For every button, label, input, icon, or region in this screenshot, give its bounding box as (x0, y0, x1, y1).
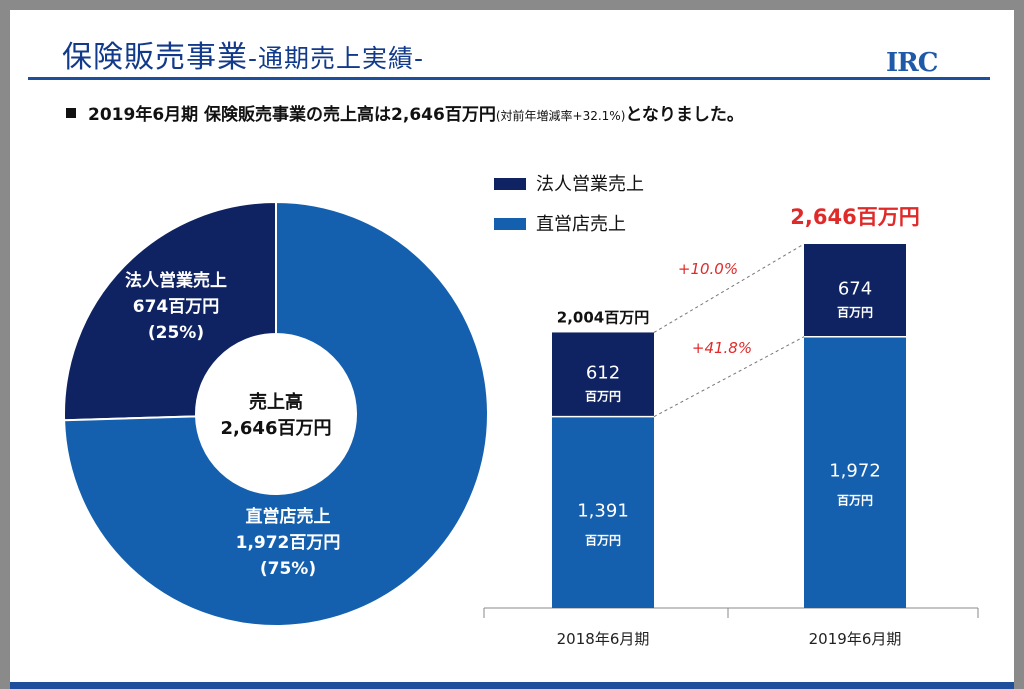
bar-value-label: 1,972 (829, 460, 881, 481)
growth-annotation: +41.8% (692, 339, 752, 357)
legend-swatch (494, 218, 526, 230)
summary-suffix: となりました。 (625, 105, 744, 125)
bar-corporate (804, 244, 906, 337)
bullet-square-icon (66, 108, 76, 118)
donut-slice (63, 200, 489, 627)
title-main: 保険販売事業 (62, 40, 248, 75)
legend-swatch (494, 178, 526, 190)
donut-slice-label: 1,972百万円 (236, 533, 341, 553)
donut-slice-label: (25%) (148, 323, 204, 343)
page-title: 保険販売事業-通期売上実績- (62, 32, 424, 76)
growth-connector (653, 243, 805, 333)
stacked-bar-chart: 612 百万円 1,391 百万円 2018年6月期 674 百万円 1,972 百万円 2019… (483, 174, 979, 648)
bar-total-label: 2,646百万円 (790, 205, 919, 229)
summary-note: (対前年増減率+32.1%) (495, 109, 626, 123)
bar-value-label: 1,391 (577, 500, 629, 521)
donut-slice (63, 200, 277, 422)
footer-bar (10, 682, 1014, 689)
company-logo: IRC (886, 48, 938, 78)
growth-annotation: +10.0% (678, 260, 738, 278)
bar-direct (552, 416, 654, 608)
x-tick-label: 2019年6月期 (809, 630, 902, 648)
charts-canvas: 法人営業売上674百万円(25%)直営店売上1,972百万円(75%)売上高2,… (63, 174, 979, 648)
legend-label: 直営店売上 (536, 214, 626, 235)
growth-connector (653, 336, 805, 418)
summary-main-text: 2019年6月期 保険販売事業の売上高は2,646百万円 (88, 105, 496, 125)
donut-chart: 法人営業売上 674百万円 (25%) 直営店売上 1,972百万円 (75%) 売上高 2,… (63, 200, 489, 627)
donut-slice-label: 674百万円 (133, 297, 220, 317)
bar-unit-label: 百万円 (585, 390, 621, 404)
donut-center-label: 2,646百万円 (221, 418, 332, 439)
bar-unit-label: 百万円 (837, 493, 873, 507)
bar-unit-label: 百万円 (837, 305, 873, 319)
bar-unit-label: 百万円 (585, 533, 621, 547)
bar-value-label: 612 (586, 363, 620, 384)
x-tick-label: 2018年6月期 (557, 630, 650, 648)
bar-direct (804, 336, 906, 608)
slide: 保険販売事業-通期売上実績- IRC 2019年6月期 保険販売事業の売上高は2… (10, 10, 1014, 689)
bar-total-label: 2,004百万円 (557, 308, 649, 326)
donut-slice-label: (75%) (260, 559, 316, 579)
bar-corporate (552, 332, 654, 417)
donut-slice-label: 直営店売上 (246, 506, 331, 527)
title-sub: -通期売上実績- (248, 44, 425, 73)
summary-line: 2019年6月期 保険販売事業の売上高は2,646百万円(対前年増減率+32.1… (66, 100, 744, 125)
title-divider (28, 77, 990, 80)
donut-center-label: 売上高 (249, 391, 303, 413)
bar-value-label: 674 (838, 278, 872, 299)
legend-label: 法人営業売上 (536, 174, 644, 195)
donut-slice-label: 法人営業売上 (125, 270, 227, 291)
